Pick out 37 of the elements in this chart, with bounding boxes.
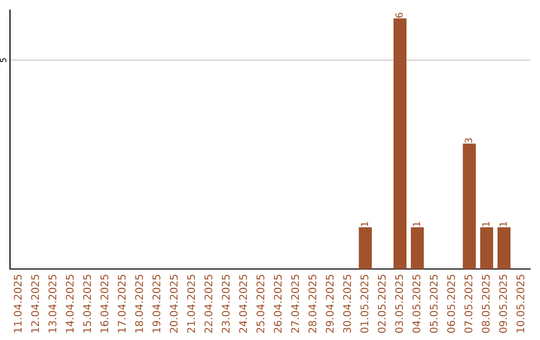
x-tick-label: 19.04.2025 — [152, 274, 160, 332]
x-tick-label: 11.04.2025 — [14, 274, 22, 332]
x-tick-label: 29.04.2025 — [326, 274, 334, 333]
x-tick-label: 04.05.2025 — [412, 274, 420, 333]
x-tick-label: 26.04.2025 — [274, 274, 282, 333]
x-tick-label: 08.05.2025 — [482, 274, 490, 333]
x-tick-label: 13.04.2025 — [48, 274, 56, 332]
data-label: 6 — [395, 12, 403, 18]
x-tick-label: 01.05.2025 — [360, 274, 368, 333]
x-tick-label: 24.04.2025 — [239, 274, 248, 333]
data-label: 1 — [482, 222, 490, 226]
x-tick-label: 05.05.2025 — [430, 274, 438, 333]
x-tick-label: 22.04.2025 — [204, 274, 212, 333]
x-tick-label: 17.04.2025 — [118, 274, 126, 332]
x-tick-label: 25.04.2025 — [256, 274, 264, 333]
data-label: 3 — [464, 138, 472, 143]
x-tick-label: 27.04.2025 — [291, 274, 300, 333]
x-tick-label: 07.05.2025 — [464, 274, 472, 333]
x-tick-label: 15.04.2025 — [83, 274, 92, 332]
x-tick-label: 23.04.2025 — [222, 274, 230, 333]
x-tick-label: 06.05.2025 — [447, 274, 456, 333]
data-label: 1 — [500, 222, 507, 226]
x-tick-label: 14.04.2025 — [66, 274, 74, 332]
x-tick-label: 30.04.2025 — [343, 274, 352, 333]
x-tick-label: 12.04.2025 — [31, 274, 40, 332]
x-tick-label: 16.04.2025 — [100, 274, 108, 332]
x-tick-label: 21.04.2025 — [187, 274, 196, 333]
data-label: 1 — [412, 222, 420, 226]
ref-line-label: 5 — [0, 58, 6, 62]
x-tick-label: 03.05.2025 — [395, 274, 404, 333]
x-tick-label: 02.05.2025 — [378, 274, 386, 333]
x-tick-label: 09.05.2025 — [499, 274, 508, 333]
x-tick-label: 18.04.2025 — [135, 274, 144, 332]
data-label: 1 — [360, 222, 368, 226]
x-tick-label: 20.04.2025 — [170, 274, 178, 333]
x-tick-label: 10.05.2025 — [516, 274, 524, 332]
x-tick-label: 28.04.2025 — [308, 274, 316, 333]
